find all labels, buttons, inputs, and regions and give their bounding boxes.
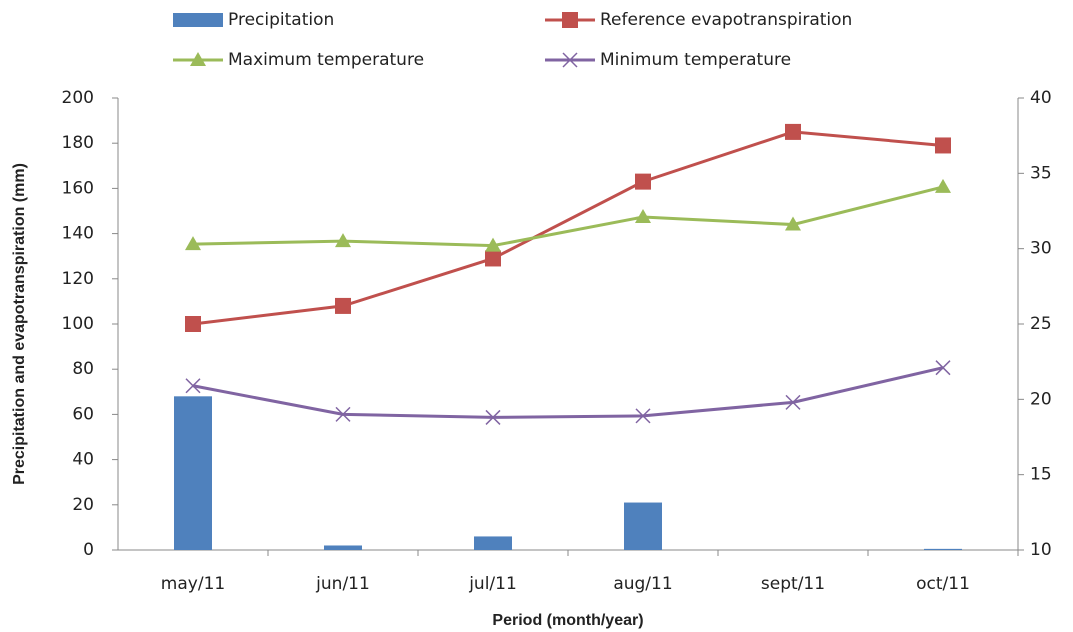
line xyxy=(192,185,944,248)
marker xyxy=(185,316,201,332)
y-axis-title: Precipitation and evapotranspiration (mm… xyxy=(11,163,28,485)
marker xyxy=(562,12,578,28)
marker xyxy=(185,378,201,394)
marker xyxy=(190,52,206,66)
x-tick-label: sept/11 xyxy=(761,574,825,594)
legend-label: Precipitation xyxy=(228,10,334,30)
y2-tick-label: 40 xyxy=(1030,88,1052,108)
bar xyxy=(474,536,512,550)
y-tick-label: 60 xyxy=(72,404,94,424)
marker xyxy=(785,216,801,231)
y2-tick-label: 30 xyxy=(1030,239,1052,259)
x-tick-label: may/11 xyxy=(161,574,225,594)
y-tick-label: 120 xyxy=(62,269,94,289)
marker xyxy=(335,297,351,314)
bar xyxy=(924,548,962,550)
y-tick-label: 160 xyxy=(62,178,94,198)
y-tick-label: 100 xyxy=(62,314,94,334)
bar xyxy=(624,502,662,550)
marker xyxy=(562,52,578,68)
marker xyxy=(785,394,801,410)
legend-label: Reference evapotranspiration xyxy=(600,10,852,30)
marker xyxy=(185,236,201,251)
legend-label: Maximum temperature xyxy=(228,50,424,70)
marker xyxy=(635,209,651,224)
x-tick-label: jul/11 xyxy=(468,574,517,594)
y2-tick-label: 25 xyxy=(1030,314,1052,334)
marker xyxy=(335,406,351,422)
y-tick-label: 80 xyxy=(72,359,94,379)
marker xyxy=(935,137,951,154)
x-axis-title: Period (month/year) xyxy=(492,612,643,629)
marker xyxy=(785,123,801,140)
bar xyxy=(174,396,212,550)
x-tick-label: oct/11 xyxy=(916,574,970,594)
y-tick-label: 180 xyxy=(62,133,94,153)
y-tick-label: 200 xyxy=(62,88,94,108)
y-tick-label: 140 xyxy=(62,224,94,244)
marker xyxy=(485,409,501,425)
bar xyxy=(324,545,362,550)
marker xyxy=(635,173,651,190)
legend-swatch xyxy=(173,13,223,27)
y-tick-label: 0 xyxy=(83,540,94,560)
marker xyxy=(935,360,951,376)
marker xyxy=(485,237,501,252)
line xyxy=(192,366,944,419)
marker xyxy=(335,233,351,248)
y2-tick-label: 20 xyxy=(1030,389,1052,409)
legend-label: Minimum temperature xyxy=(600,50,791,70)
x-tick-label: aug/11 xyxy=(613,574,672,594)
y2-tick-label: 15 xyxy=(1030,465,1052,485)
y2-tick-label: 35 xyxy=(1030,163,1052,183)
y-tick-label: 20 xyxy=(72,495,94,515)
y2-tick-label: 10 xyxy=(1030,540,1052,560)
line xyxy=(192,130,944,326)
y-tick-label: 40 xyxy=(72,450,94,470)
marker xyxy=(935,178,951,193)
marker xyxy=(635,408,651,424)
marker xyxy=(485,250,501,267)
x-tick-label: jun/11 xyxy=(315,574,370,594)
